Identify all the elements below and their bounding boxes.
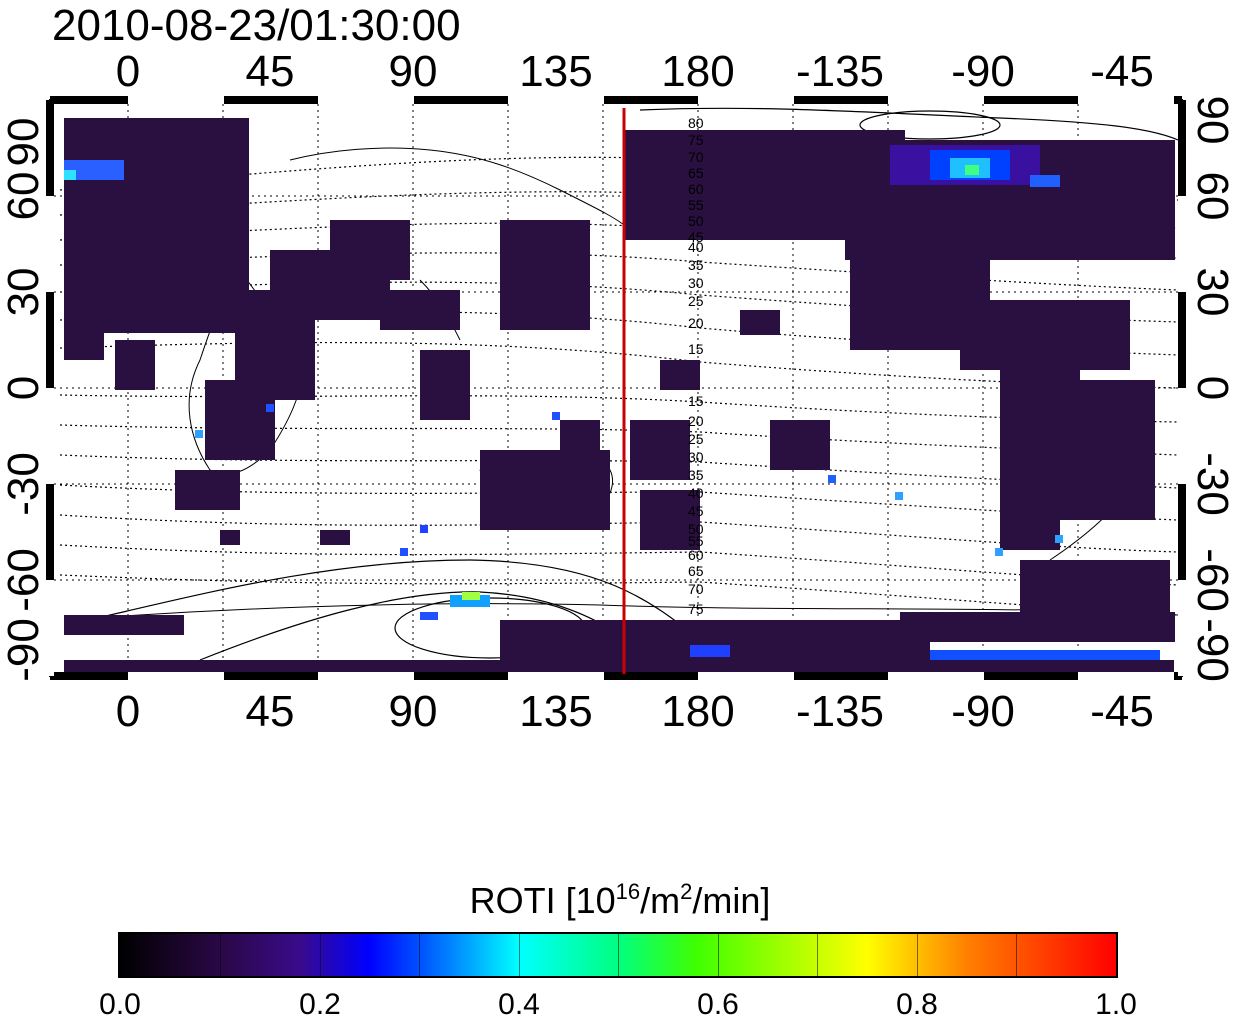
contour-label: 80 xyxy=(688,115,704,131)
x-tick-top: 90 xyxy=(388,47,438,96)
y-tick-left: 90 xyxy=(0,117,48,167)
colorbar-tick: 0.8 xyxy=(896,988,938,1021)
contour-label: 65 xyxy=(688,165,704,181)
y-tick-right: 60 xyxy=(1188,171,1237,221)
x-tick-bottom: 45 xyxy=(245,687,295,736)
contour-label: 45 xyxy=(688,229,704,245)
y-tick-right: 90 xyxy=(1188,95,1237,145)
x-tick-top: 180 xyxy=(661,47,735,96)
contour-label: 45 xyxy=(688,503,704,519)
contour-label: 60 xyxy=(688,181,704,197)
y-tick-left: -30 xyxy=(0,452,48,516)
x-tick-bottom: 90 xyxy=(388,687,438,736)
x-tick-top: 0 xyxy=(115,47,141,96)
x-tick-top: -135 xyxy=(795,47,885,96)
roti-elevated-patches xyxy=(64,145,1160,660)
y-tick-left: -60 xyxy=(0,548,48,612)
colorbar-tick: 0.0 xyxy=(99,988,141,1021)
x-tick-top: -45 xyxy=(1090,47,1154,96)
colorbar-tick: 0.2 xyxy=(299,988,341,1021)
contour-label: 15 xyxy=(688,393,704,409)
colorbar-title-main: ROTI [10 xyxy=(469,880,616,921)
y-tick-left: -90 xyxy=(0,618,48,682)
roti-map: 80 75 70 65 60 55 50 45 40 35 30 25 20 1… xyxy=(46,96,1186,680)
contour-label: 40 xyxy=(688,239,704,255)
x-tick-top: 45 xyxy=(245,47,295,96)
colorbar-title-unit: /m xyxy=(640,880,681,921)
bottom-tick-bar xyxy=(50,672,1182,680)
colorbar-minor-tick xyxy=(519,934,520,976)
contour-label: 25 xyxy=(688,431,704,447)
x-tick-bottom: -90 xyxy=(951,687,1015,736)
contour-label: 75 xyxy=(688,132,704,148)
contour-labels-north: 80 75 70 65 60 55 50 45 40 35 30 25 20 1… xyxy=(688,115,704,357)
colorbar-minor-tick xyxy=(817,934,818,976)
contour-labels-south: 15 20 25 30 35 40 45 50 55 60 65 70 75 xyxy=(688,393,704,617)
colorbar-minor-tick xyxy=(220,934,221,976)
contour-label: 25 xyxy=(688,293,704,309)
top-tick-bar xyxy=(50,96,1182,104)
contour-label: 15 xyxy=(688,341,704,357)
contour-label: 30 xyxy=(688,449,704,465)
contour-label: 30 xyxy=(688,275,704,291)
contour-label: 35 xyxy=(688,257,704,273)
y-tick-right: -30 xyxy=(1188,452,1237,516)
contour-label: 40 xyxy=(688,485,704,501)
y-tick-right: -60 xyxy=(1188,548,1237,612)
contour-label: 20 xyxy=(688,315,704,331)
contour-label: 55 xyxy=(688,533,704,549)
x-tick-top: -90 xyxy=(951,47,1015,96)
contour-label: 20 xyxy=(688,413,704,429)
x-tick-top: 135 xyxy=(519,47,593,96)
colorbar-minor-tick xyxy=(718,934,719,976)
y-tick-right: -90 xyxy=(1188,618,1237,682)
x-tick-bottom: 135 xyxy=(519,687,593,736)
colorbar-minor-tick xyxy=(1016,934,1017,976)
colorbar-tick: 0.6 xyxy=(697,988,739,1021)
contour-label: 70 xyxy=(688,581,704,597)
y-tick-left: 60 xyxy=(0,171,48,221)
colorbar-minor-tick xyxy=(419,934,420,976)
colorbar-tick: 1.0 xyxy=(1095,988,1137,1021)
colorbar-minor-tick xyxy=(618,934,619,976)
contour-label: 50 xyxy=(688,521,704,537)
x-tick-bottom: -135 xyxy=(795,687,885,736)
colorbar-tick: 0.4 xyxy=(498,988,540,1021)
y-tick-left: 0 xyxy=(0,375,48,401)
colorbar-title-exponent2: 2 xyxy=(680,879,693,904)
timestamp-title: 2010-08-23/01:30:00 xyxy=(52,1,461,50)
x-tick-bottom: -45 xyxy=(1090,687,1154,736)
contour-label: 65 xyxy=(688,563,704,579)
contour-label: 75 xyxy=(688,601,704,617)
y-tick-left: 30 xyxy=(0,267,48,317)
contour-label: 35 xyxy=(688,467,704,483)
colorbar-title: ROTI [1016/m2/min] xyxy=(0,870,1240,923)
x-tick-bottom: 0 xyxy=(115,687,141,736)
contour-label: 60 xyxy=(688,547,704,563)
colorbar-title-end: /min] xyxy=(692,880,771,921)
x-tick-bottom: 180 xyxy=(661,687,735,736)
colorbar-minor-tick xyxy=(320,934,321,976)
y-tick-right: 30 xyxy=(1188,267,1237,317)
contour-label: 55 xyxy=(688,197,704,213)
y-tick-right: 0 xyxy=(1188,375,1237,401)
colorbar-title-exponent: 16 xyxy=(615,879,641,904)
contour-label: 70 xyxy=(688,149,704,165)
contour-label: 50 xyxy=(688,213,704,229)
colorbar-minor-tick xyxy=(917,934,918,976)
